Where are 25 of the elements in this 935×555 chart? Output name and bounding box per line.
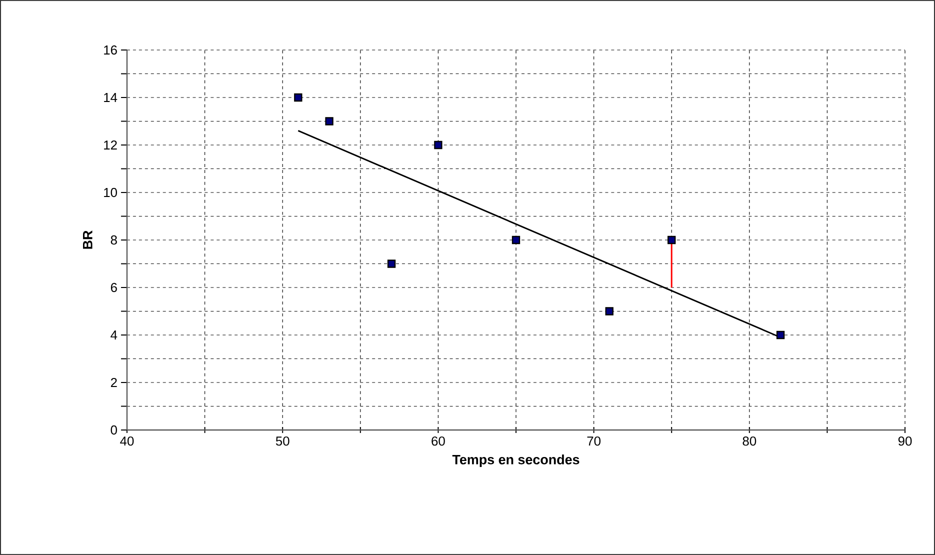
y-tick-label: 0 [110,425,118,435]
x-tick-label: 40 [120,436,134,446]
y-tick-label: 16 [104,45,117,55]
point [294,93,302,102]
y-tick-label: 2 [110,378,117,388]
x-axis-title: Temps en secondes [452,454,580,468]
point [512,236,520,244]
x-tick-label: 70 [587,436,601,446]
point [325,117,334,126]
point [387,260,396,268]
x-tick-label: 50 [276,436,290,446]
y-tick-label: 12 [104,140,117,150]
y-tick-label: 10 [104,188,117,198]
y-tick-label: 14 [104,93,118,102]
y-tick-label: 4 [110,330,118,340]
x-tick-label: 90 [898,436,912,446]
point [668,236,676,244]
point [776,330,785,340]
y-tick-label: 6 [110,282,117,292]
x-tick-label: 80 [742,436,756,446]
point [605,307,614,316]
x-tick-label: 60 [432,436,445,446]
point [434,140,442,150]
y-tick-label: 8 [110,235,117,245]
y-axis-title: BR [83,230,92,249]
